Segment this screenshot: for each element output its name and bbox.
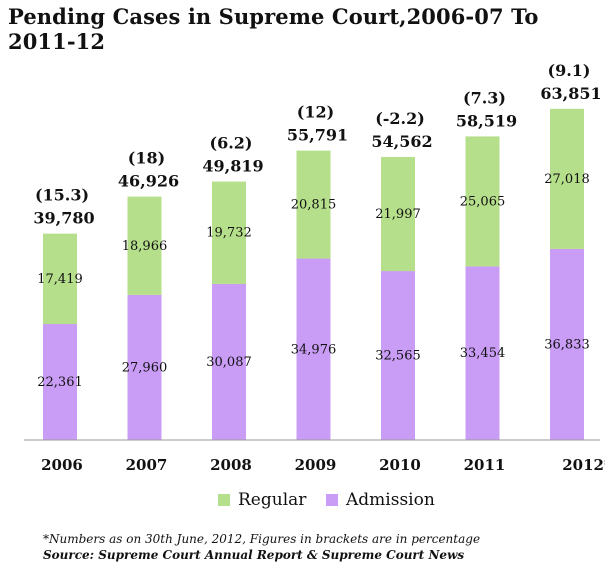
- chart-title: Pending Cases in Supreme Court,2006-07 T…: [8, 4, 539, 54]
- total-label: 39,780: [33, 209, 94, 228]
- x-tick-label: 2012*: [562, 456, 605, 474]
- legend-label-regular: Regular: [238, 490, 307, 510]
- data-label-regular: 18,966: [122, 239, 168, 254]
- bar-regular: [381, 156, 415, 272]
- bar-admission: [296, 258, 331, 440]
- x-tick-label: 2008: [210, 456, 252, 474]
- bar-admission: [43, 324, 77, 440]
- bar-regular: [465, 136, 500, 267]
- legend-item-regular: Regular: [218, 490, 306, 510]
- total-label: 55,791: [287, 126, 348, 145]
- growth-label: (15.3): [35, 186, 89, 205]
- bars-layer: [43, 108, 584, 440]
- data-label-admission: 30,087: [206, 355, 252, 370]
- growth-label: (18): [128, 149, 165, 168]
- growth-label: (9.1): [548, 61, 591, 80]
- source-note: Source: Supreme Court Annual Report & Su…: [43, 548, 465, 562]
- x-tick-label: 2010: [379, 456, 421, 474]
- bar-regular: [296, 150, 331, 259]
- data-label-regular: 25,065: [460, 194, 506, 209]
- data-label-regular: 27,018: [544, 172, 590, 187]
- total-label: 58,519: [456, 111, 517, 130]
- bar-regular: [550, 108, 584, 249]
- x-tick-label: 2007: [126, 456, 168, 474]
- legend-swatch-admission: [326, 494, 338, 506]
- growth-label: (-2.2): [375, 109, 425, 128]
- x-tick-label: 2009: [295, 456, 337, 474]
- bar-admission: [381, 271, 415, 440]
- growth-label: (6.2): [210, 134, 253, 153]
- labels-layer: 22,361 17,419 39,780 (15.3) 2006 27,960 18,966…: [33, 61, 605, 474]
- footnote: *Numbers as on 30th June, 2012, Figures …: [43, 532, 481, 546]
- total-label: 46,926: [118, 172, 179, 191]
- data-label-admission: 36,833: [544, 337, 590, 352]
- data-label-admission: 22,361: [37, 375, 83, 390]
- total-label: 49,819: [202, 157, 263, 176]
- bar-admission: [212, 283, 246, 440]
- data-label-regular: 20,815: [291, 198, 337, 213]
- x-tick-label: 2006: [41, 456, 83, 474]
- x-tick-label: 2011: [464, 456, 506, 474]
- bar-regular: [212, 181, 246, 284]
- bar-admission: [465, 266, 500, 440]
- bar-admission: [127, 294, 162, 440]
- data-label-regular: 17,419: [37, 272, 83, 287]
- legend-item-admission: Admission: [326, 490, 435, 510]
- bar-admission: [550, 248, 584, 440]
- bar-regular: [43, 233, 77, 325]
- total-label: 63,851: [540, 84, 601, 103]
- growth-label: (12): [297, 103, 334, 122]
- data-label-admission: 34,976: [291, 342, 337, 357]
- data-label-regular: 19,732: [206, 226, 252, 241]
- total-label: 54,562: [371, 132, 432, 151]
- data-label-admission: 32,565: [375, 349, 421, 364]
- data-label-regular: 21,997: [375, 207, 421, 222]
- bar-regular: [127, 196, 162, 295]
- data-label-admission: 27,960: [122, 360, 168, 375]
- growth-label: (7.3): [463, 88, 506, 107]
- data-label-admission: 33,454: [460, 346, 506, 361]
- legend-swatch-regular: [218, 494, 230, 506]
- legend-label-admission: Admission: [346, 490, 435, 510]
